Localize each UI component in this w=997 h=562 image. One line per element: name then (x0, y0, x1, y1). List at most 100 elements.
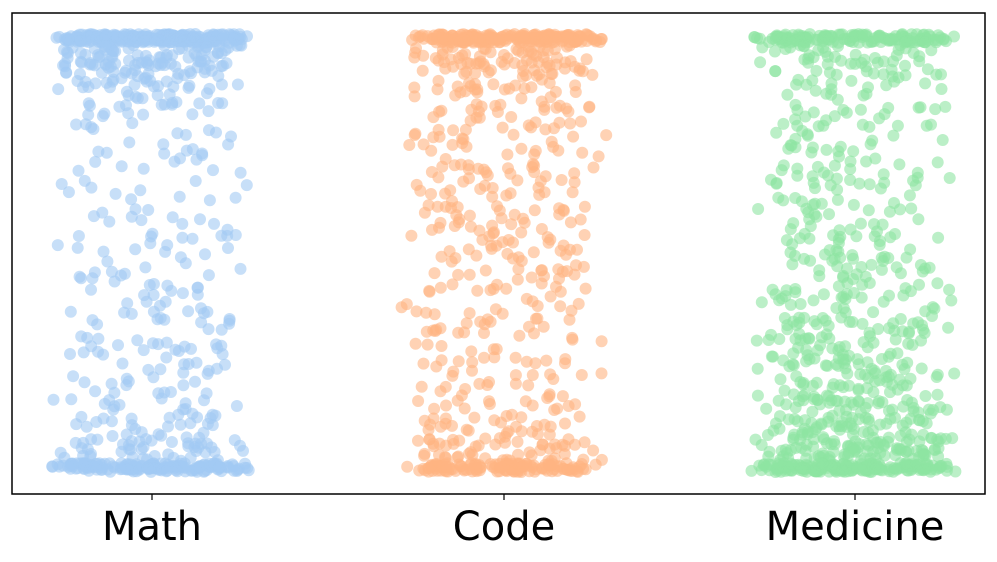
data-point-code (587, 444, 600, 457)
data-point-math (193, 97, 206, 110)
data-point-medicine (798, 252, 811, 265)
data-point-code (509, 369, 522, 382)
data-point-code (459, 85, 472, 98)
data-point-medicine (832, 40, 844, 53)
data-point-math (135, 214, 148, 227)
data-point-code (576, 146, 589, 159)
data-point-code (434, 281, 447, 294)
data-point-medicine (921, 63, 934, 76)
data-point-math (65, 393, 78, 406)
data-point-medicine (850, 230, 863, 243)
data-point-math (67, 370, 80, 383)
data-point-math (205, 64, 218, 77)
data-point-medicine (863, 178, 876, 191)
data-point-medicine (799, 414, 811, 427)
data-point-code (486, 190, 499, 203)
data-point-medicine (833, 224, 846, 237)
data-point-code (595, 335, 608, 348)
data-point-math (208, 217, 220, 230)
data-point-math (200, 41, 213, 54)
data-point-code (427, 324, 440, 337)
data-point-math (171, 465, 184, 478)
data-point-medicine (889, 333, 902, 346)
data-point-code (427, 437, 440, 450)
data-point-medicine (905, 396, 918, 409)
data-point-code (431, 83, 444, 96)
data-point-code (418, 414, 431, 427)
data-point-medicine (837, 353, 850, 366)
data-point-math (182, 437, 195, 450)
data-point-math (97, 348, 110, 361)
data-point-code (477, 163, 490, 176)
data-point-math (137, 162, 150, 175)
data-point-code (401, 460, 414, 473)
data-point-code (452, 326, 465, 339)
data-point-code (445, 255, 458, 268)
data-point-math (174, 251, 187, 264)
data-point-medicine (779, 43, 792, 55)
data-point-math (54, 446, 67, 459)
data-point-medicine (860, 87, 873, 100)
data-point-math (183, 79, 196, 92)
data-point-code (568, 167, 581, 180)
data-point-medicine (787, 359, 800, 372)
data-point-code (488, 351, 501, 364)
data-point-code (452, 268, 465, 281)
data-point-code (567, 130, 580, 143)
data-point-code (452, 355, 465, 368)
data-point-math (64, 462, 77, 475)
data-point-medicine (769, 30, 782, 43)
data-point-code (484, 46, 497, 59)
data-point-math (116, 357, 129, 370)
data-point-code (496, 121, 509, 134)
data-point-code (471, 86, 484, 99)
points-layer (46, 28, 962, 478)
data-point-code (571, 243, 583, 256)
data-point-medicine (894, 203, 906, 216)
data-point-medicine (761, 429, 774, 441)
data-point-code (509, 351, 522, 364)
data-point-medicine (847, 36, 860, 48)
data-point-math (115, 445, 128, 458)
data-point-code (544, 290, 557, 303)
data-point-medicine (936, 134, 949, 146)
data-point-medicine (903, 189, 916, 202)
data-point-medicine (835, 311, 848, 324)
data-point-math (203, 124, 215, 137)
data-point-code (586, 68, 599, 81)
data-point-code (578, 436, 591, 449)
data-point-code (541, 464, 554, 477)
data-point-code (540, 354, 553, 367)
data-point-medicine (948, 367, 961, 380)
data-point-math (233, 39, 246, 51)
data-point-medicine (828, 458, 841, 471)
data-point-medicine (883, 205, 896, 218)
data-point-math (89, 77, 102, 90)
data-point-math (176, 217, 189, 230)
data-point-math (86, 272, 99, 285)
data-point-medicine (900, 379, 913, 392)
data-point-math (151, 89, 164, 102)
data-point-medicine (935, 83, 948, 95)
data-point-medicine (863, 120, 876, 133)
data-point-math (142, 204, 155, 216)
data-point-medicine (926, 310, 938, 322)
data-point-code (522, 379, 535, 392)
data-point-math (151, 313, 164, 326)
data-point-medicine (837, 271, 849, 284)
data-point-code (489, 438, 502, 451)
data-point-code (562, 105, 575, 118)
data-point-medicine (810, 421, 823, 434)
data-point-medicine (745, 464, 758, 477)
data-point-math (198, 394, 210, 407)
data-point-code (564, 216, 577, 229)
data-point-code (422, 199, 435, 212)
data-point-math (165, 284, 178, 297)
data-point-math (176, 231, 189, 244)
data-point-medicine (905, 202, 918, 215)
data-point-medicine (807, 294, 820, 307)
data-point-math (157, 138, 170, 151)
data-point-code (535, 95, 548, 108)
data-point-code (515, 226, 528, 239)
